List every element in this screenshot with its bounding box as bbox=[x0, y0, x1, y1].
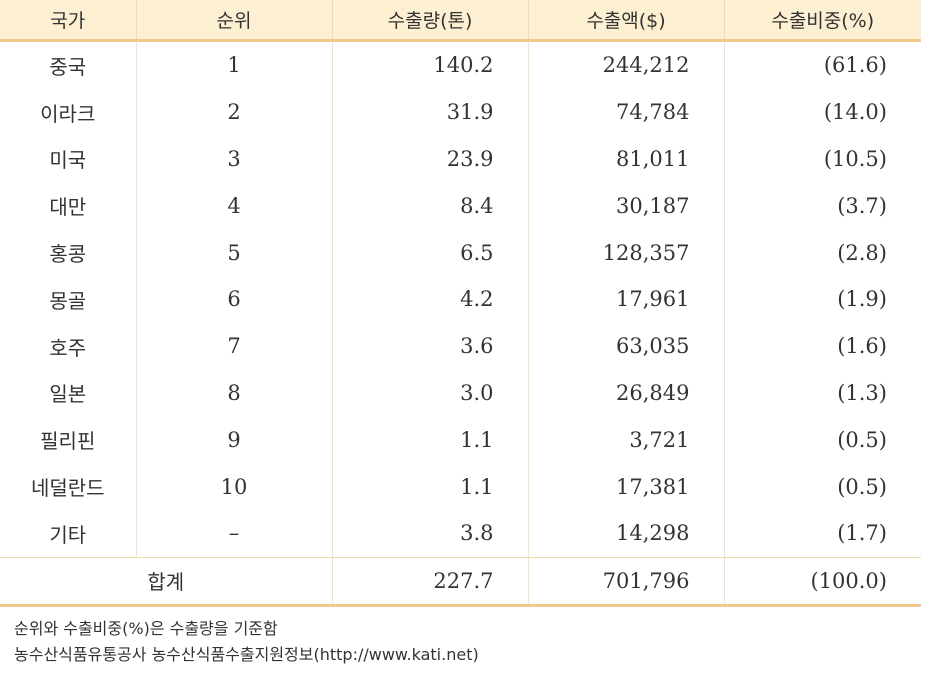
amount-cell: 26,849 bbox=[527, 369, 724, 417]
table-row: 기타 – 3.8 14,298 (1.7) bbox=[0, 509, 921, 558]
amount-cell: 30,187 bbox=[527, 182, 724, 230]
footnotes: 순위와 수출비중(%)은 수출량을 기준함 농수산식품유통공사 농수산식품수출지… bbox=[14, 616, 479, 668]
amount-cell: 74,784 bbox=[527, 88, 724, 136]
header-rank: 순위 bbox=[135, 0, 332, 42]
amount-cell: 17,381 bbox=[527, 463, 724, 510]
volume-cell: 4.2 bbox=[331, 275, 528, 323]
volume-cell: 1.1 bbox=[331, 416, 528, 464]
table-row: 미국 3 23.9 81,011 (10.5) bbox=[0, 135, 921, 183]
header-volume: 수출량(톤) bbox=[331, 0, 528, 42]
country-cell: 네덜란드 bbox=[30, 476, 105, 501]
share-cell: (61.6) bbox=[723, 40, 921, 89]
total-label: 합계 bbox=[0, 556, 332, 607]
share-cell: (14.0) bbox=[723, 88, 921, 136]
share-cell: (2.8) bbox=[723, 229, 921, 276]
amount-cell: 63,035 bbox=[527, 322, 724, 370]
table-row: 호주 7 3.6 63,035 (1.6) bbox=[0, 322, 921, 370]
volume-cell: 31.9 bbox=[331, 88, 528, 136]
share-cell: (1.6) bbox=[723, 322, 921, 370]
table-row: 몽골 6 4.2 17,961 (1.9) bbox=[0, 275, 921, 323]
table-header: 국가 순위 수출량(톤) 수출액($) 수출비중(%) bbox=[0, 0, 921, 42]
table-row: 홍콩 5 6.5 128,357 (2.8) bbox=[0, 229, 921, 276]
volume-cell: 8.4 bbox=[331, 182, 528, 230]
volume-cell: 6.5 bbox=[331, 229, 528, 276]
rank-cell: 4 bbox=[135, 182, 332, 230]
country-cell: 필리핀 bbox=[40, 429, 96, 454]
amount-cell: 14,298 bbox=[527, 509, 724, 558]
amount-cell: 3,721 bbox=[527, 416, 724, 464]
rank-cell: 2 bbox=[135, 88, 332, 136]
header-share: 수출비중(%) bbox=[723, 0, 921, 42]
rank-cell: 9 bbox=[135, 416, 332, 464]
share-cell: (10.5) bbox=[723, 135, 921, 183]
share-cell: (1.3) bbox=[723, 369, 921, 417]
table-row: 일본 8 3.0 26,849 (1.3) bbox=[0, 369, 921, 417]
total-amount: 701,796 bbox=[527, 556, 724, 607]
table-body: 중국 1 140.2 244,212 (61.6) 이라크 2 31.9 74,… bbox=[0, 40, 921, 607]
volume-cell: 3.8 bbox=[331, 509, 528, 558]
share-cell: (0.5) bbox=[723, 416, 921, 464]
rank-cell: 10 bbox=[135, 463, 332, 510]
rank-cell: 1 bbox=[135, 40, 332, 89]
total-row: 합계 227.7 701,796 (100.0) bbox=[0, 556, 921, 607]
table-row: 필리핀 9 1.1 3,721 (0.5) bbox=[0, 416, 921, 464]
country-cell: 홍콩 bbox=[49, 242, 87, 267]
country-cell: 이라크 bbox=[40, 101, 96, 126]
amount-cell: 128,357 bbox=[527, 229, 724, 276]
footnote-source: 농수산식품유통공사 농수산식품수출지원정보(http://www.kati.ne… bbox=[14, 645, 479, 664]
header-amount: 수출액($) bbox=[527, 0, 724, 42]
share-cell: (1.9) bbox=[723, 275, 921, 323]
country-cell: 기타 bbox=[49, 522, 87, 547]
amount-cell: 81,011 bbox=[527, 135, 724, 183]
share-cell: (1.7) bbox=[723, 509, 921, 558]
rank-cell: 8 bbox=[135, 369, 332, 417]
total-share: (100.0) bbox=[723, 556, 921, 607]
amount-cell: 17,961 bbox=[527, 275, 724, 323]
volume-cell: 3.0 bbox=[331, 369, 528, 417]
share-cell: (3.7) bbox=[723, 182, 921, 230]
footnote-basis: 순위와 수출비중(%)은 수출량을 기준함 bbox=[14, 619, 278, 638]
volume-cell: 23.9 bbox=[331, 135, 528, 183]
rank-cell: – bbox=[135, 509, 332, 558]
header-country: 국가 bbox=[0, 0, 136, 42]
rank-cell: 6 bbox=[135, 275, 332, 323]
country-cell: 호주 bbox=[49, 335, 87, 360]
country-cell: 몽골 bbox=[49, 288, 87, 313]
country-cell: 대만 bbox=[49, 195, 87, 220]
total-volume: 227.7 bbox=[331, 556, 528, 607]
volume-cell: 140.2 bbox=[331, 40, 528, 89]
country-cell: 중국 bbox=[49, 54, 87, 79]
export-table: 국가 순위 수출량(톤) 수출액($) 수출비중(%) 중국 1 140.2 2… bbox=[0, 0, 921, 607]
country-cell: 미국 bbox=[49, 148, 87, 173]
rank-cell: 5 bbox=[135, 229, 332, 276]
volume-cell: 1.1 bbox=[331, 463, 528, 510]
rank-cell: 3 bbox=[135, 135, 332, 183]
amount-cell: 244,212 bbox=[527, 40, 724, 89]
table-row: 대만 4 8.4 30,187 (3.7) bbox=[0, 182, 921, 230]
table-row: 이라크 2 31.9 74,784 (14.0) bbox=[0, 88, 921, 136]
table-row: 중국 1 140.2 244,212 (61.6) bbox=[0, 40, 921, 89]
volume-cell: 3.6 bbox=[331, 322, 528, 370]
table-row: 네덜란드 10 1.1 17,381 (0.5) bbox=[0, 463, 921, 510]
country-cell: 일본 bbox=[49, 382, 87, 407]
share-cell: (0.5) bbox=[723, 463, 921, 510]
rank-cell: 7 bbox=[135, 322, 332, 370]
